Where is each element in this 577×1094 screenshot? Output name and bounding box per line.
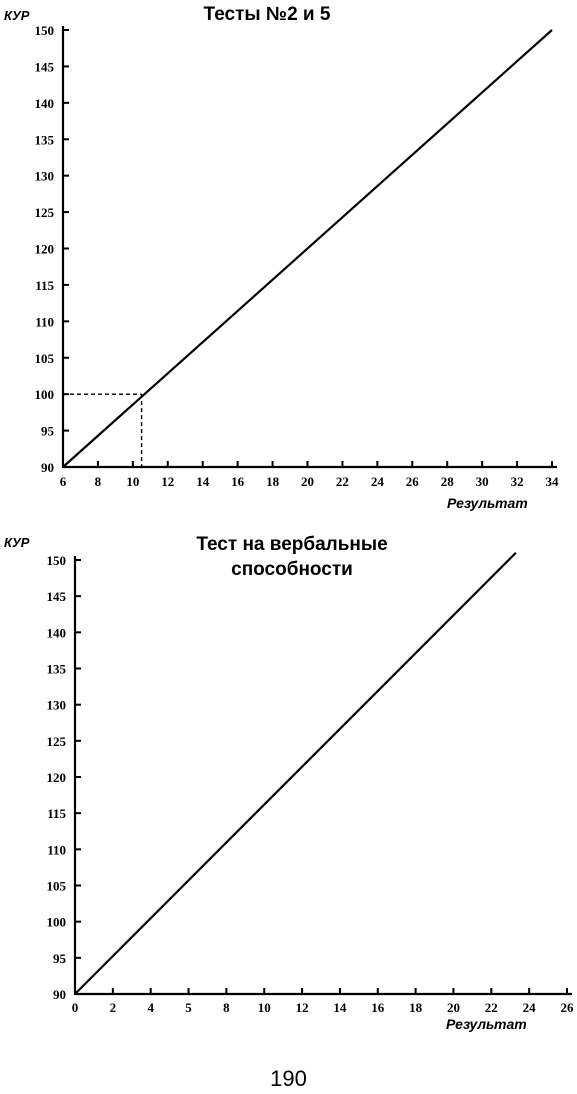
x-axis-label: Результат xyxy=(447,495,528,511)
y-tick-label: 90 xyxy=(53,987,66,1002)
x-tick-label: 14 xyxy=(196,474,210,489)
y-tick-label: 100 xyxy=(35,387,55,402)
y-tick-label: 110 xyxy=(47,842,66,857)
y-tick-label: 95 xyxy=(53,951,67,966)
y-tick-label: 145 xyxy=(47,589,67,604)
x-tick-label: 26 xyxy=(406,474,420,489)
x-tick-label: 0 xyxy=(72,1000,79,1015)
y-tick-label: 125 xyxy=(47,734,67,749)
x-tick-label: 10 xyxy=(258,1000,271,1015)
x-tick-label: 32 xyxy=(511,474,524,489)
x-tick-label: 18 xyxy=(266,474,280,489)
x-tick-label: 10 xyxy=(126,474,139,489)
page-number: 190 xyxy=(270,1066,307,1091)
x-tick-label: 14 xyxy=(333,1000,347,1015)
y-tick-label: 130 xyxy=(35,169,55,184)
x-tick-label: 5 xyxy=(185,1000,192,1015)
y-tick-label: 105 xyxy=(35,351,55,366)
x-tick-label: 24 xyxy=(371,474,385,489)
x-tick-label: 12 xyxy=(296,1000,309,1015)
x-tick-label: 20 xyxy=(301,474,314,489)
x-tick-label: 20 xyxy=(447,1000,460,1015)
x-tick-label: 24 xyxy=(523,1000,537,1015)
y-tick-label: 150 xyxy=(35,23,55,38)
y-tick-label: 105 xyxy=(47,879,67,894)
x-tick-label: 34 xyxy=(546,474,560,489)
y-axis-label: КУР xyxy=(4,8,30,23)
y-tick-label: 135 xyxy=(35,132,55,147)
x-tick-label: 18 xyxy=(409,1000,423,1015)
x-tick-label: 22 xyxy=(336,474,349,489)
y-tick-label: 135 xyxy=(47,662,67,677)
y-tick-label: 110 xyxy=(35,314,54,329)
x-tick-label: 26 xyxy=(561,1000,575,1015)
y-tick-label: 95 xyxy=(41,424,55,439)
x-tick-label: 16 xyxy=(231,474,245,489)
x-tick-label: 22 xyxy=(485,1000,498,1015)
y-tick-label: 120 xyxy=(35,242,55,257)
x-tick-label: 12 xyxy=(161,474,174,489)
y-tick-label: 115 xyxy=(47,806,66,821)
chart-tests-2-and-5: 90 95 100 105 110 115 120 125 130 135 140 145 150 6 8 1… xyxy=(4,4,559,511)
x-tick-label: 28 xyxy=(441,474,455,489)
chart-title: Тесты №2 и 5 xyxy=(204,4,331,25)
y-tick-label: 145 xyxy=(35,59,55,74)
x-tick-label: 30 xyxy=(476,474,489,489)
x-tick-label: 4 xyxy=(147,1000,154,1015)
y-tick-label: 115 xyxy=(35,278,54,293)
y-axis-label: КУР xyxy=(4,535,30,550)
y-tick-label: 140 xyxy=(35,96,55,111)
x-tick-label: 16 xyxy=(371,1000,385,1015)
x-tick-label: 2 xyxy=(110,1000,117,1015)
series-line xyxy=(62,29,553,468)
y-tick-label: 100 xyxy=(47,915,67,930)
y-tick-label: 125 xyxy=(35,205,55,220)
y-tick-label: 140 xyxy=(47,625,67,640)
x-tick-label: 6 xyxy=(60,474,67,489)
chart-title: Тест на вербальные xyxy=(196,534,387,555)
y-tick-label: 90 xyxy=(41,460,54,475)
y-tick-label: 150 xyxy=(47,553,67,568)
series-line xyxy=(74,551,517,995)
x-axis-label: Результат xyxy=(446,1016,527,1032)
x-tick-label: 8 xyxy=(223,1000,230,1015)
chart-title: способности xyxy=(231,559,353,580)
x-tick-label: 8 xyxy=(95,474,102,489)
y-tick-label: 120 xyxy=(47,770,67,785)
y-tick-label: 130 xyxy=(47,698,67,713)
